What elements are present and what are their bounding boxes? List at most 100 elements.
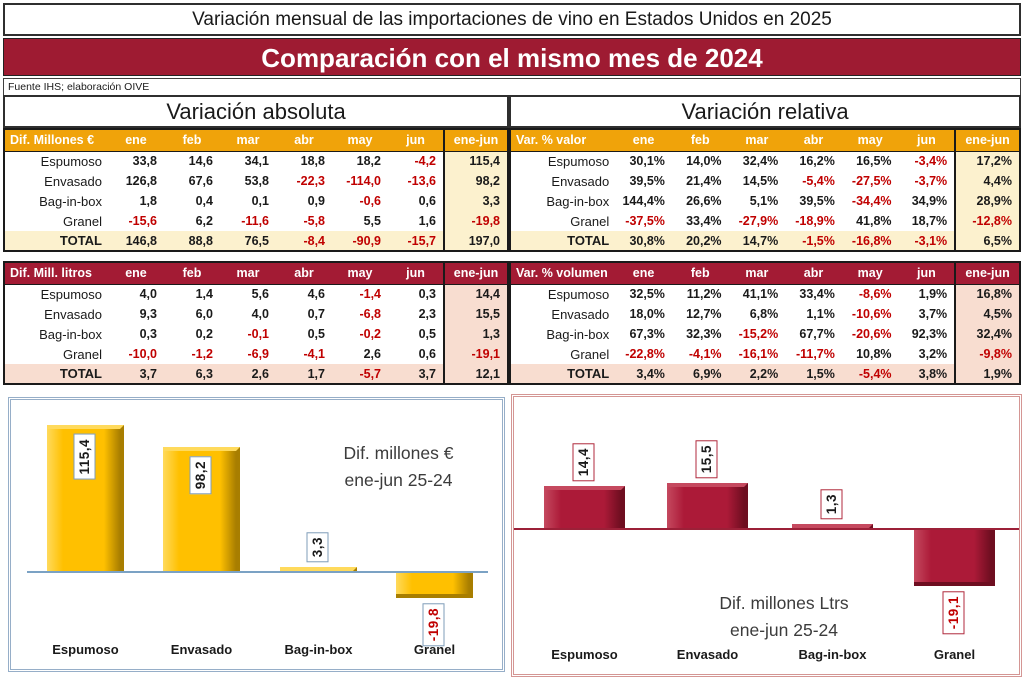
table-cell: 41,1% [742,287,779,302]
table-cell: -10,6% [851,307,892,321]
bar-value-label: 3,3 [306,531,328,562]
category-label-espumoso: Espumoso [52,642,119,657]
row-label: TOTAL [4,231,108,251]
table-cell: -37,5% [625,214,665,228]
table-cell: -22,8% [625,347,665,361]
table-cell: 2,6 [363,347,381,361]
table-cell: 5,5 [363,214,381,228]
table-cell: 98,2 [443,171,508,191]
table-cell: -90,9 [332,231,388,251]
row-label: Bag-in-box [39,193,102,209]
table-corner-header: Var. % volumen [510,262,616,285]
table-cell: -15,6 [128,214,158,228]
table-cell: 146,8 [108,231,164,251]
table-row-espumoso: Espumoso 30,1% 14,0% 32,4% 16,2% 16,5% -3,4% 17… [510,151,1020,171]
table-row-espumoso: Espumoso 4,0 1,4 5,6 4,6 -1,4 0,3 14,4 [4,284,508,304]
table-cell: 0,2 [195,327,213,341]
section-title-relative: Variación relativa [509,95,1021,128]
table-cell: 14,4 [443,284,508,304]
table-cell: 33,8 [132,154,157,169]
table-cell: 53,8 [244,174,269,188]
table-cell: -0,2 [359,327,381,341]
absolute-variation-section: Variación absoluta Dif. Millones € ene feb… [3,95,509,385]
data-table-abs_volume: Dif. Mill. litros ene feb mar abr may jun ene-j… [3,261,509,385]
row-label: Envasado [44,306,102,322]
bar-value-label: 98,2 [189,456,211,495]
table-cell: 6,0 [195,307,213,321]
bar-value-label: -19,1 [942,591,964,635]
bar-granel [396,573,473,598]
bar-value-label: 115,4 [73,434,95,480]
table-cell: -11,7% [795,347,835,361]
table-corner-header: Dif. Mill. litros [4,262,108,285]
column-header-mar: mar [220,129,276,152]
table-row-bag-in-box: Bag-in-box 0,3 0,2 -0,1 0,5 -0,2 0,5 1,3 [4,324,508,344]
table-cell: 6,8% [749,307,779,321]
table-cell: -4,1% [688,347,722,361]
table-cell: 1,1% [806,307,835,321]
table-cell: -3,1% [898,231,956,251]
row-label: TOTAL [4,364,108,384]
column-header-abr: abr [276,129,332,152]
table-cell: -19,1 [443,344,508,364]
table-cell: 17,2% [954,151,1020,171]
data-table-rel_volume: Var. % volumen ene feb mar abr may jun ene-jun E… [509,261,1021,385]
table-cell: 6,9% [671,364,729,384]
table-cell: -12,8% [954,211,1020,231]
bar-value-label: 15,5 [695,439,717,478]
table-cell: 14,0% [686,154,722,169]
bar-value-label: -19,8 [422,603,444,647]
table-cell: 3,7 [108,364,164,384]
row-label: Espumoso [547,286,610,302]
table-corner-header: Var. % valor [510,129,616,152]
category-label-envasado: Envasado [676,647,739,662]
table-cell: 6,2 [195,214,213,228]
table-cell: 18,7% [911,214,948,228]
table-cell: 1,8 [139,194,157,208]
table-cell: -9,8% [954,344,1020,364]
table-cell: 67,3% [629,327,665,341]
table-cell: 0,6 [418,194,436,208]
table-cell: 4,0 [251,307,269,321]
table-cell: 32,5% [629,287,665,302]
table-cell: -10,0 [128,347,158,361]
table-cell: 1,9% [954,364,1020,384]
table-row-total: TOTAL 146,8 88,8 76,5 -8,4 -90,9 -15,7 197,0 [4,231,508,251]
table-cell: -13,6 [407,174,437,188]
table-cell: 0,3 [418,287,436,302]
bar-value-label: 14,4 [572,442,594,481]
table-cell: -3,4% [914,154,948,169]
table-cell: 16,2% [799,154,835,169]
row-label: Granel [62,213,102,229]
table-cell: -16,8% [841,231,899,251]
table-cell: 0,9 [307,194,325,208]
data-table-abs_value: Dif. Millones € ene feb mar abr may jun ene-jun… [3,128,509,252]
table-cell: 88,8 [164,231,220,251]
bar-envasado [667,483,748,528]
table-cell: 1,9% [918,287,948,302]
table-cell: 4,6 [307,287,325,302]
table-cell: 32,4% [954,324,1020,344]
row-label: Granel [570,213,610,229]
table-cell: 67,7% [799,327,835,341]
chart-annotation-eur: Dif. millones € ene-jun 25-24 [306,440,491,494]
category-label-espumoso: Espumoso [551,647,618,662]
table-var-pct-valor: Var. % valor ene feb mar abr may jun ene-jun Esp… [509,128,1021,252]
table-cell: -19,8 [443,211,508,231]
table-cell: -27,9% [738,214,779,228]
column-header-ene-jun: ene-jun [954,129,1020,152]
table-row-bag-in-box: Bag-in-box 1,8 0,4 0,1 0,9 -0,6 0,6 3,3 [4,191,508,211]
column-header-may: may [841,262,899,285]
table-cell: 4,5% [954,304,1020,324]
table-cell: 4,0 [139,287,157,302]
annotation-line: ene-jun 25-24 [344,470,453,491]
table-cell: 0,5 [307,327,325,341]
row-label: Bag-in-box [39,326,102,342]
column-header-ene: ene [615,262,672,285]
table-cell: 33,4% [686,214,722,228]
row-label: Bag-in-box [546,193,610,209]
table-cell: -4,1 [303,347,325,361]
table-cell: 92,3% [911,327,948,341]
bar-espumoso [544,486,625,528]
column-header-ene: ene [615,129,672,152]
